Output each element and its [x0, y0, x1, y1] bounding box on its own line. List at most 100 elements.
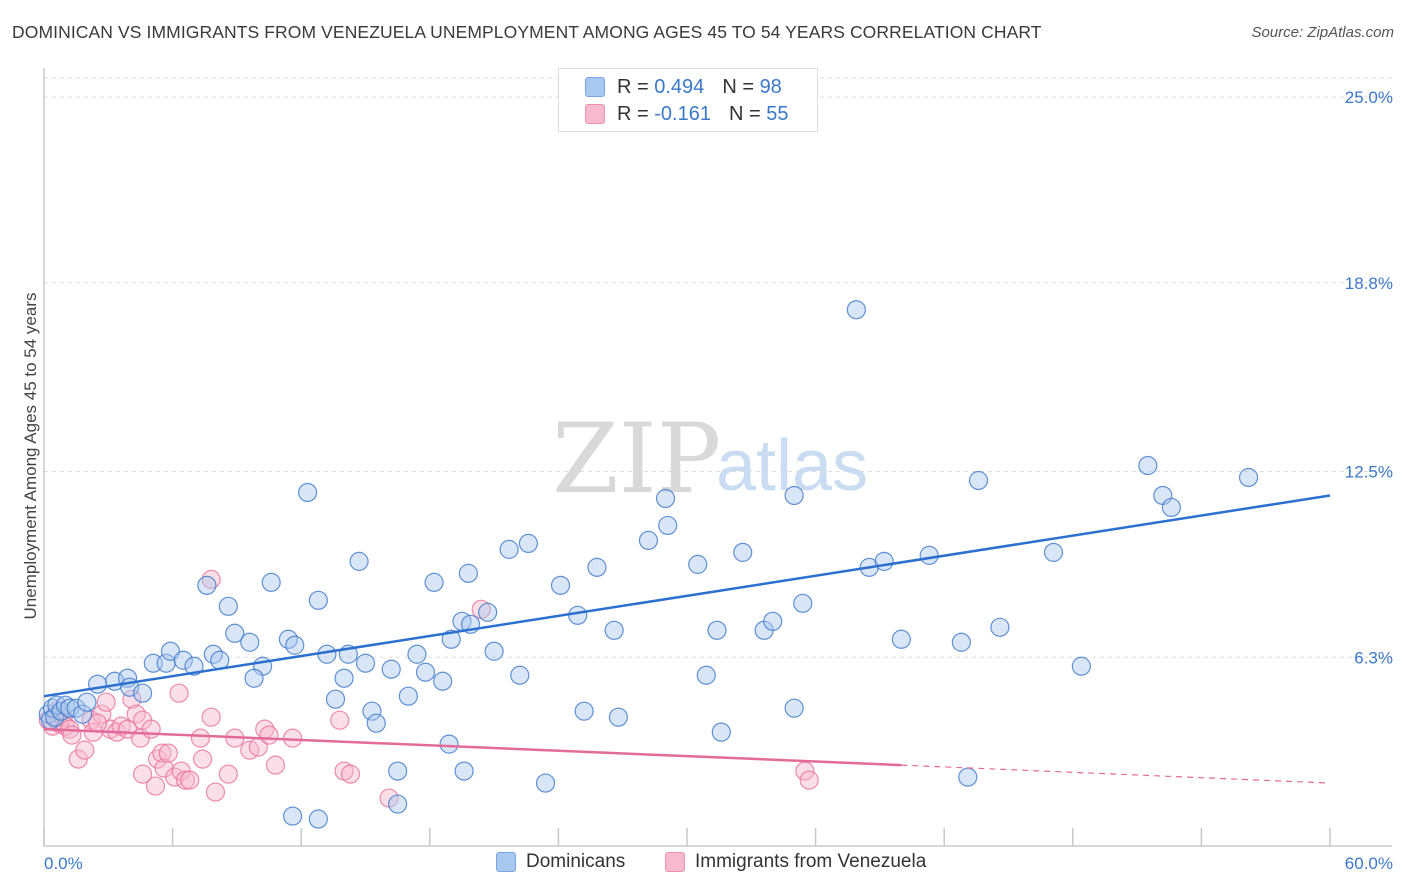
x-tick-label-min: 0.0%	[44, 854, 83, 873]
dominican-point	[433, 671, 453, 691]
dominican-point	[355, 653, 376, 673]
trend-lines	[43, 494, 1331, 784]
dominican-point	[298, 482, 318, 503]
venezuela-point	[175, 770, 196, 790]
series-label-dominicans: Dominicans	[526, 851, 626, 872]
legend-r-value: 0.494	[654, 75, 705, 98]
dominican-point	[132, 683, 153, 703]
dominican-point	[951, 632, 971, 652]
dominican-point	[77, 692, 97, 712]
venezuela-point	[190, 728, 211, 748]
venezuela-point	[158, 743, 178, 763]
dominican-point	[587, 557, 607, 577]
legend-n-value: 55	[766, 102, 789, 125]
dominican-point	[261, 572, 281, 592]
dominican-point	[398, 686, 418, 706]
legend-r-value: -0.161	[654, 102, 711, 125]
gridlines	[44, 77, 1392, 658]
dominican-point	[707, 620, 727, 640]
dominican-point	[407, 644, 427, 664]
series-swatch-blue	[496, 852, 516, 872]
venezuela-trend-extension	[901, 764, 1331, 784]
dominican-point	[415, 662, 436, 682]
venezuela-point	[201, 707, 221, 727]
x-tick-marks	[43, 828, 1331, 846]
legend-row-venezuela: R = -0.161 N = 55	[585, 101, 788, 127]
dominican-point	[638, 530, 659, 551]
series-legend-dominicans: Dominicans	[496, 851, 625, 873]
dominican-point	[184, 656, 204, 676]
dominican-point	[283, 806, 303, 826]
series-legend-venezuela: Immigrants from Venezuela	[665, 851, 926, 873]
dominican-point	[958, 767, 978, 787]
venezuela-point	[122, 689, 142, 709]
dominican-point	[87, 674, 108, 694]
dominican-point	[763, 611, 783, 631]
dominican-point	[244, 668, 264, 688]
dominican-point	[574, 701, 594, 721]
dominican-point	[1043, 542, 1064, 562]
dominican-point	[793, 593, 813, 613]
dominican-point	[308, 590, 328, 610]
dominican-point	[1238, 467, 1259, 488]
dominican-point	[218, 596, 238, 616]
dominican-point	[499, 539, 519, 559]
dominican-point	[362, 701, 382, 721]
series-label-venezuela: Immigrants from Venezuela	[695, 851, 927, 872]
venezuela-point	[141, 719, 161, 739]
dominican-point	[441, 629, 461, 649]
legend-n-label: N =	[722, 75, 754, 98]
dominican-point	[510, 665, 530, 685]
dominican-point	[225, 623, 245, 643]
legend-swatch-blue	[585, 77, 605, 97]
dominican-point	[608, 707, 629, 727]
dominican-point	[1138, 455, 1158, 476]
dominican-trend-line	[43, 494, 1331, 698]
dominican-point	[733, 542, 753, 562]
venezuela-point	[152, 743, 172, 763]
venezuela-point	[259, 725, 279, 745]
dominican-point	[891, 629, 911, 649]
legend-row-dominicans: R = 0.494 N = 98	[585, 74, 782, 100]
source-credit: Source: ZipAtlas.com	[1251, 24, 1394, 41]
dominican-point	[550, 575, 571, 595]
venezuela-point	[218, 764, 238, 784]
venezuela-point	[132, 764, 153, 784]
dominican-point	[990, 617, 1010, 637]
dominican-point	[381, 659, 401, 679]
dominican-point	[308, 809, 328, 829]
venezuela-point	[265, 755, 286, 775]
venezuela-point	[205, 782, 226, 802]
dominican-point	[696, 665, 716, 685]
dominican-point	[535, 773, 556, 793]
y-tick-label: 6.3%	[1354, 648, 1393, 667]
legend-n-value: 98	[759, 75, 782, 98]
dominican-point	[688, 554, 708, 574]
dominican-point	[366, 713, 386, 733]
dominican-point	[349, 551, 369, 571]
dominican-point	[658, 515, 678, 536]
y-tick-labels: 6.3% 12.5% 18.8% 25.0%	[1345, 88, 1393, 667]
legend-r-label: R =	[617, 102, 649, 125]
venezuela-point	[180, 770, 200, 790]
dominican-point	[604, 620, 624, 640]
venezuela-point	[145, 776, 166, 796]
chart-title: DOMINICAN VS IMMIGRANTS FROM VENEZUELA U…	[12, 22, 1042, 42]
dominican-point	[240, 632, 260, 652]
dominican-points	[38, 300, 1259, 829]
dominican-point	[72, 704, 93, 724]
venezuela-point	[193, 749, 213, 769]
series-swatch-pink	[665, 852, 685, 872]
dominican-point	[173, 650, 193, 670]
dominican-point	[784, 698, 804, 718]
dominican-point	[1071, 656, 1091, 676]
venezuela-point	[96, 692, 116, 712]
dominican-point	[454, 761, 474, 781]
venezuela-point	[330, 710, 350, 730]
dominican-point	[711, 722, 731, 742]
dominican-point	[1161, 497, 1181, 518]
dominican-point	[874, 551, 894, 571]
venezuela-point	[75, 740, 95, 760]
dominican-point	[518, 533, 538, 554]
dominican-point	[919, 545, 939, 565]
